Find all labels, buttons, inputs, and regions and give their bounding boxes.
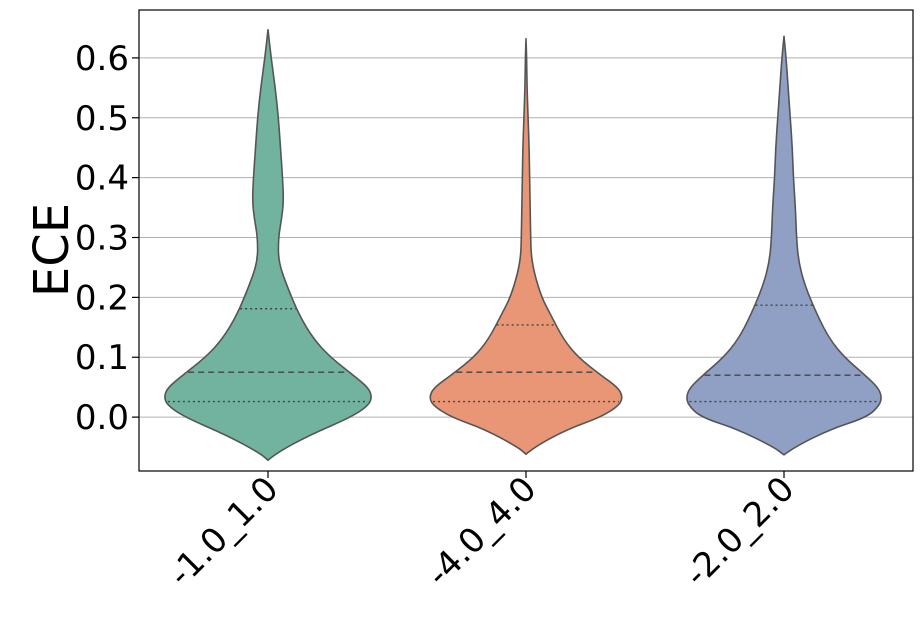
x-tick-label: -1.0_1.0 <box>161 469 286 594</box>
violin-body <box>429 37 623 456</box>
y-tick-label: 0.2 <box>75 278 129 318</box>
y-tick-label: 0.6 <box>75 39 129 79</box>
x-axis-ticks: -1.0_1.0 -4.0_4.0 -2.0_2.0 <box>161 469 802 594</box>
x-tick-label: -2.0_2.0 <box>677 469 802 594</box>
violin-body <box>686 35 882 456</box>
violin-layer <box>164 28 882 462</box>
y-tick-label: 0.0 <box>75 398 129 438</box>
y-axis-title: ECE <box>24 203 80 297</box>
x-tick-label: -4.0_4.0 <box>419 469 544 594</box>
y-tick-label: 0.4 <box>75 159 129 199</box>
y-axis-ticks: 0.0 0.1 0.2 0.3 0.4 0.5 0.6 <box>75 39 139 438</box>
y-tick-label: 0.1 <box>75 338 129 378</box>
y-tick-label: 0.5 <box>75 99 129 139</box>
violin-body <box>164 28 372 462</box>
y-tick-label: 0.3 <box>75 219 129 259</box>
plot-frame <box>138 9 914 472</box>
